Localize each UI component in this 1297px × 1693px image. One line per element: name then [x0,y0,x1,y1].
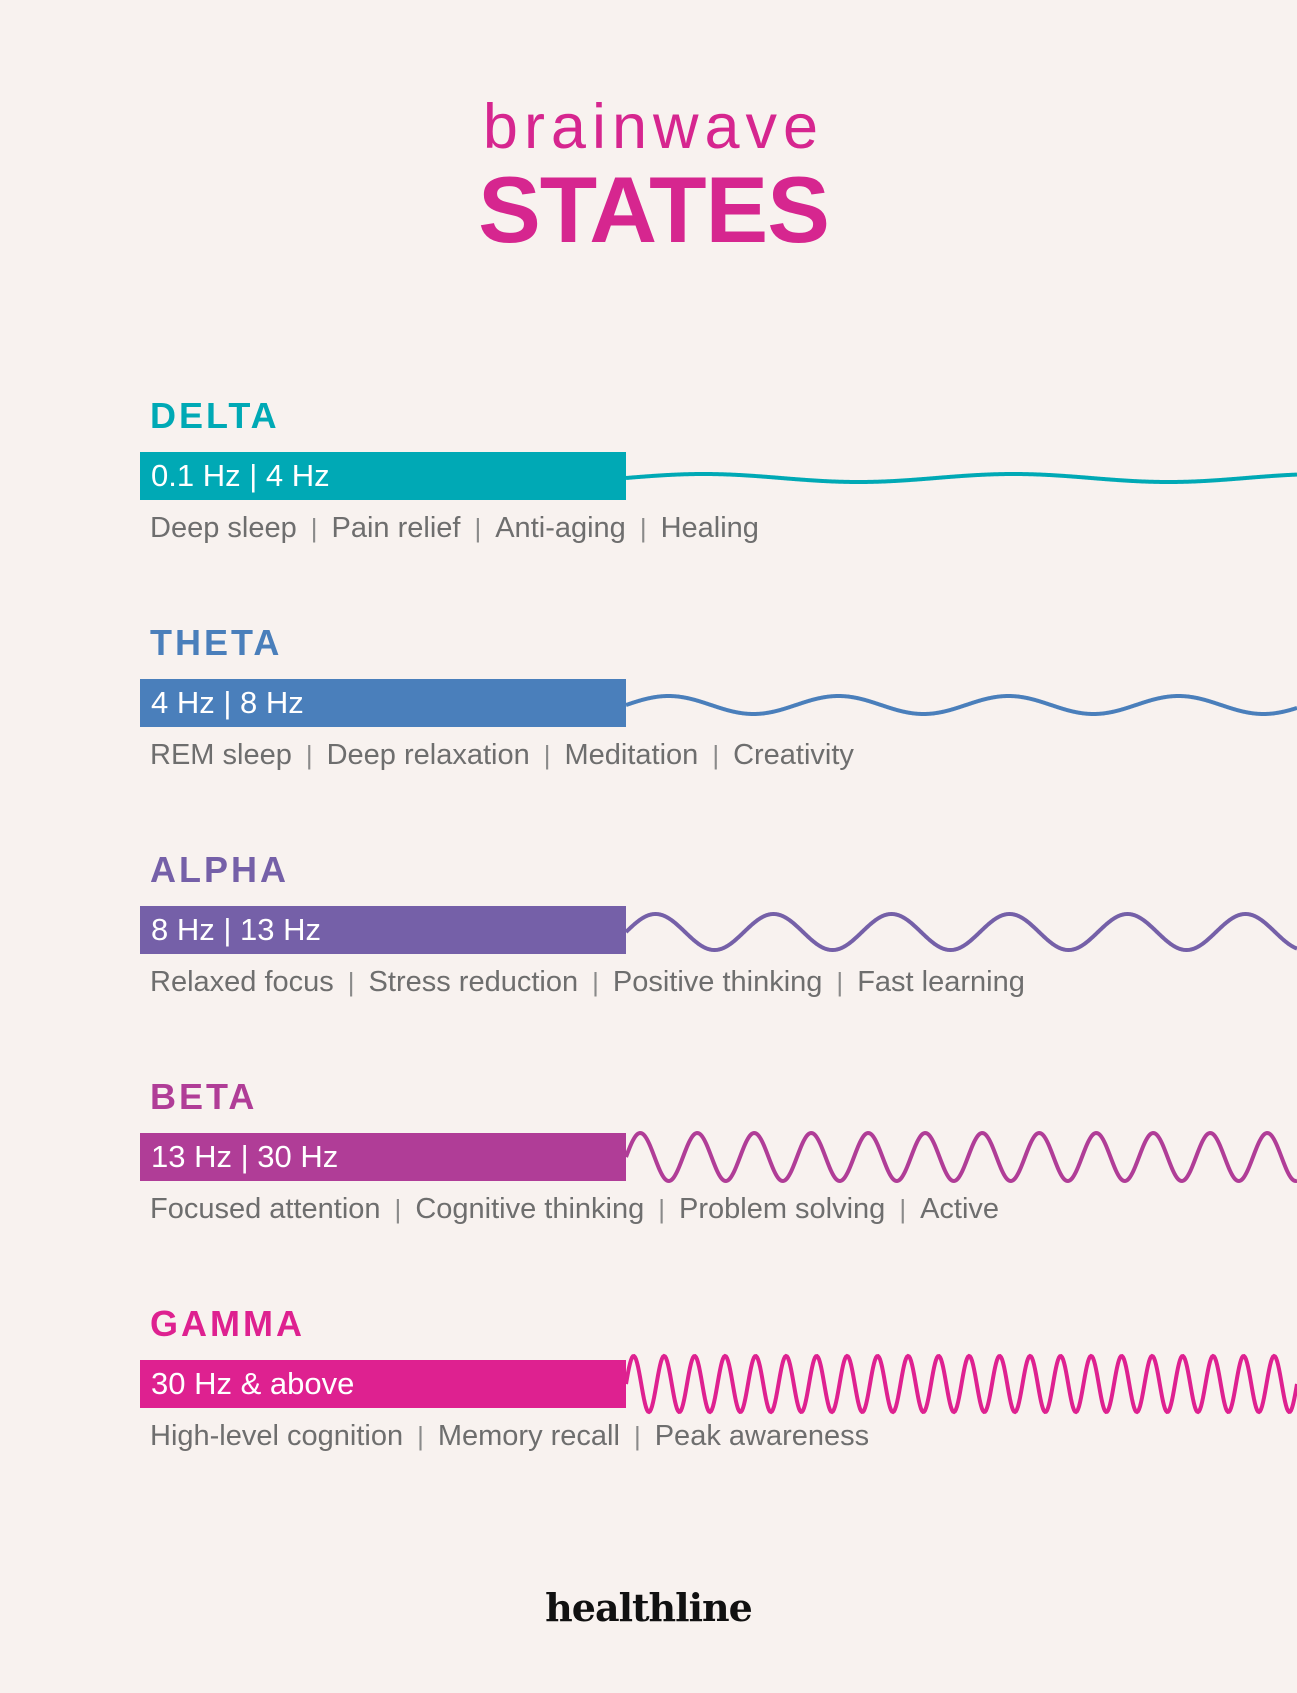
wave-path-theta [625,694,1297,716]
benefit: Stress reduction [368,966,579,998]
freq-label-beta: 13 Hz | 30 Hz [151,1139,339,1174]
wave-block-theta: THETA 4 Hz | 8 Hz REM sleep | Deep relaxat… [0,625,1297,825]
freq-bar-beta: 13 Hz | 30 Hz [140,1133,626,1181]
benefit: Deep relaxation [326,739,530,771]
benefits-alpha: Relaxed focus | Stress reduction | Positive … [150,968,1025,997]
title: brainwave STATES [0,96,1297,257]
freq-bar-theta: 4 Hz | 8 Hz [140,679,626,727]
freq-bar-alpha: 8 Hz | 13 Hz [140,906,626,954]
wave-block-beta: BETA 13 Hz | 30 Hz Focused attention | Cog… [0,1079,1297,1279]
wave-line-delta [625,472,1297,484]
wave-path-delta [625,472,1297,484]
freq-label-theta: 4 Hz | 8 Hz [151,685,304,720]
benefit: Positive thinking [612,966,823,998]
separator: | [658,1194,665,1224]
wave-line-beta [624,1130,1297,1184]
freq-label-gamma: 30 Hz & above [151,1366,355,1401]
wave-name-delta: DELTA [150,395,280,436]
separator: | [633,1421,641,1451]
benefit: Active [920,1193,1000,1225]
separator: | [592,967,599,997]
healthline-logo[interactable]: healthline [545,1585,753,1630]
benefit: Creativity [733,739,854,771]
wave-path-gamma [624,1353,1297,1415]
freq-label-delta: 0.1 Hz | 4 Hz [151,458,330,493]
separator: | [474,513,482,543]
wave-path-beta [624,1130,1297,1184]
wave-line-alpha [624,912,1297,952]
benefit: Healing [660,512,759,544]
wave-block-gamma: GAMMA 30 Hz & above High-level cognition… [0,1306,1297,1506]
benefit: Relaxed focus [150,966,334,998]
title-main: STATES [478,157,830,262]
separator: | [543,740,551,770]
benefit: Fast learning [857,966,1025,998]
separator: | [305,740,313,770]
wave-line-gamma [624,1353,1297,1415]
benefit: Memory recall [437,1420,620,1452]
wave-name-alpha: ALPHA [150,849,289,890]
separator: | [639,513,647,543]
separator: | [417,1421,424,1451]
benefit: REM sleep [150,739,292,771]
title-top: brainwave [482,92,825,162]
wave-block-alpha: ALPHA 8 Hz | 13 Hz Relaxed focus | Stress … [0,852,1297,1052]
wave-block-delta: DELTA 0.1 Hz | 4 Hz Deep sleep | Pain reli… [0,398,1297,598]
benefit: Problem solving [679,1193,886,1225]
benefit: High-level cognition [150,1420,404,1452]
benefit: Cognitive thinking [415,1193,645,1225]
benefits-gamma: High-level cognition | Memory recall | Peak … [150,1422,869,1451]
benefit: Pain relief [331,512,461,544]
separator: | [712,740,720,770]
separator: | [899,1194,907,1224]
benefit: Focused attention [150,1193,381,1225]
benefits-theta: REM sleep | Deep relaxation | Meditation | Cre… [150,741,854,770]
wave-name-theta: THETA [150,622,283,663]
separator: | [347,967,355,997]
benefits-delta: Deep sleep | Pain relief | Anti-aging | Healin… [150,514,759,543]
separator: | [836,967,844,997]
wave-name-gamma: GAMMA [150,1303,305,1344]
wave-line-theta [625,694,1297,716]
freq-label-alpha: 8 Hz | 13 Hz [151,912,322,947]
freq-bar-gamma: 30 Hz & above [140,1360,626,1408]
benefit: Anti-aging [495,512,626,544]
benefit: Peak awareness [654,1420,870,1452]
wave-name-beta: BETA [150,1076,258,1117]
separator: | [310,513,318,543]
freq-bar-delta: 0.1 Hz | 4 Hz [140,452,626,500]
benefit: Deep sleep [150,512,297,544]
separator: | [394,1194,402,1224]
benefit: Meditation [564,739,699,771]
benefits-beta: Focused attention | Cognitive thinking | Pro… [150,1195,999,1224]
wave-path-alpha [624,912,1297,952]
